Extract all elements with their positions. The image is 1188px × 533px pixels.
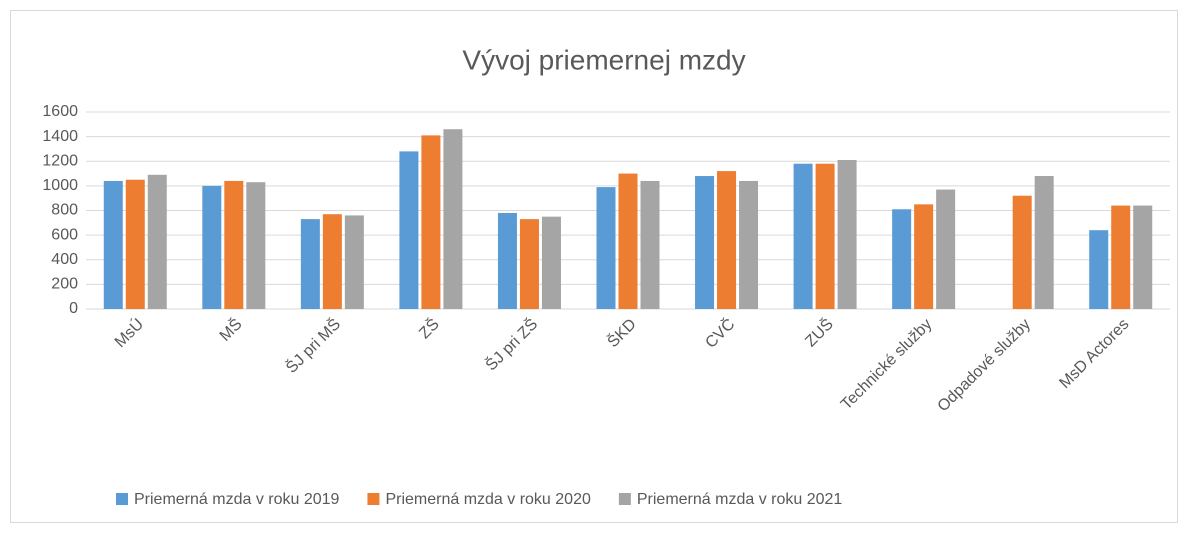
- bar: [202, 185, 222, 309]
- bar: [246, 182, 266, 309]
- chart-title: Vývoj priemernej mzdy: [462, 44, 745, 75]
- bar: [125, 179, 145, 309]
- bar: [1012, 195, 1032, 309]
- bar: [1133, 205, 1153, 309]
- bar: [519, 219, 539, 309]
- bar: [892, 209, 912, 309]
- legend-label: Priemerná mzda v roku 2019: [134, 491, 340, 508]
- y-tick-label: 600: [51, 226, 78, 243]
- bar: [421, 135, 441, 309]
- bar: [322, 214, 342, 309]
- bar: [1111, 205, 1131, 309]
- bar: [1034, 176, 1054, 309]
- bar: [739, 180, 759, 309]
- bar: [618, 173, 638, 309]
- y-tick-label: 1000: [42, 177, 78, 194]
- y-tick-label: 800: [51, 202, 78, 219]
- chart-frame: [10, 10, 1178, 523]
- bar: [596, 187, 616, 309]
- bar: [695, 176, 715, 309]
- y-tick-label: 0: [69, 300, 78, 317]
- bar: [300, 219, 320, 309]
- bar: [936, 189, 956, 309]
- bar: [443, 129, 463, 309]
- y-tick-label: 1600: [42, 103, 78, 120]
- bar: [224, 180, 244, 309]
- bar: [103, 180, 123, 309]
- y-tick-label: 200: [51, 276, 78, 293]
- bar: [837, 160, 857, 309]
- bar: [1089, 230, 1109, 309]
- legend-label: Priemerná mzda v roku 2021: [637, 491, 843, 508]
- bar: [717, 171, 737, 309]
- legend-swatch: [367, 493, 380, 505]
- legend-label: Priemerná mzda v roku 2020: [385, 491, 591, 508]
- bar: [793, 163, 813, 309]
- y-tick-label: 1200: [42, 152, 78, 169]
- bar: [541, 216, 561, 309]
- y-tick-label: 400: [51, 251, 78, 268]
- bar: [399, 151, 419, 309]
- bar: [497, 212, 517, 309]
- bar: [914, 204, 934, 309]
- bar: [147, 174, 167, 309]
- bar: [815, 163, 835, 309]
- legend-swatch: [116, 493, 128, 505]
- y-tick-label: 1400: [42, 128, 78, 145]
- legend-swatch: [618, 493, 631, 505]
- bar: [344, 215, 364, 309]
- bar: [640, 180, 660, 309]
